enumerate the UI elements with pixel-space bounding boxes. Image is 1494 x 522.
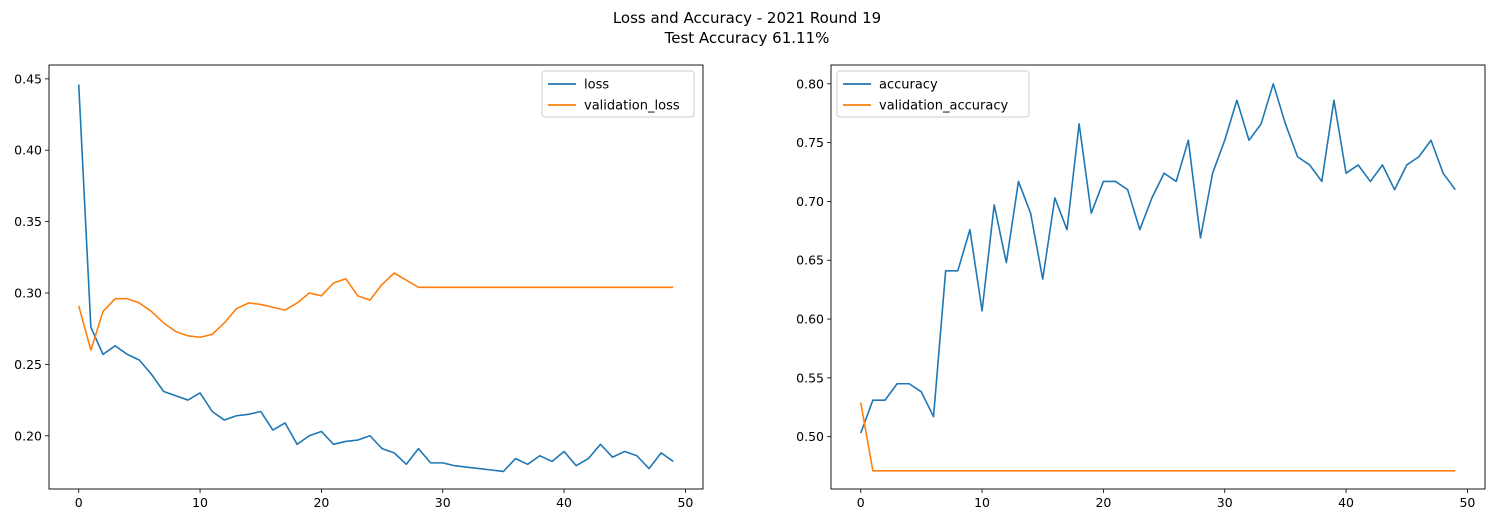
chart1-y-tick-label: 0.35 (14, 214, 42, 229)
chart1-axes-frame (48, 64, 704, 490)
chart2-y-tick-label: 0.80 (796, 76, 824, 91)
chart2-legend-label-accuracy: accuracy (879, 78, 938, 93)
chart2-x-tick-label: 10 (974, 495, 990, 510)
chart2-plot: 0.50 0.55 0.60 0.65 0.70 0.75 0.80 0 10 20 30 40 50 a… (796, 64, 1486, 510)
chart2-legend-box (836, 70, 1030, 118)
chart1-y-tick-label: 0.25 (14, 357, 42, 372)
chart2-legend: accuracy validation_accuracy (836, 70, 1030, 118)
chart1-plot: 0.20 0.25 0.30 0.35 0.40 0.45 0 10 20 30 40 50 loss v… (14, 64, 704, 510)
chart1-line-loss (77, 84, 674, 473)
figure-title: Loss and Accuracy - 2021 Round 19 Test A… (0, 8, 1494, 48)
chart2-x-tick-label: 30 (1217, 495, 1233, 510)
chart1-y-tick-label: 0.20 (14, 428, 42, 443)
chart2-x-tick-label: 0 (857, 495, 865, 510)
figure-title-line-2: Test Accuracy 61.11% (664, 29, 830, 47)
chart2-line-accuracy (859, 83, 1456, 434)
chart1-x-tick-label: 40 (556, 495, 572, 510)
chart2-y-tick-label: 0.50 (796, 429, 824, 444)
chart2-y-tick-label: 0.55 (796, 370, 824, 385)
chart2-line-validation-accuracy (859, 402, 1456, 472)
chart2-y-tick-label: 0.70 (796, 194, 824, 209)
chart2-y-tick-label: 0.65 (796, 253, 824, 268)
chart1-x-tick-label: 30 (435, 495, 451, 510)
chart1-y-tick-label: 0.40 (14, 143, 42, 158)
chart2-x-tick-label: 40 (1338, 495, 1354, 510)
chart1-line-validation-loss (77, 272, 674, 351)
chart1-x-tick-label: 0 (75, 495, 83, 510)
chart1-legend: loss validation_loss (541, 70, 695, 118)
chart2-y-tick-label: 0.60 (796, 312, 824, 327)
chart1-legend-label-loss: loss (584, 78, 609, 93)
chart1-legend-box (541, 70, 695, 118)
chart2-axes-frame (830, 64, 1486, 490)
figure-title-line-1: Loss and Accuracy - 2021 Round 19 (612, 9, 882, 27)
chart1-y-tick-label: 0.30 (14, 285, 42, 300)
chart2-y-tick-label: 0.75 (796, 135, 824, 150)
chart1-y-tick-label: 0.45 (14, 71, 42, 86)
chart1-x-tick-label: 20 (313, 495, 329, 510)
chart1-legend-label-validation-loss: validation_loss (584, 99, 680, 114)
chart2-x-tick-label: 20 (1095, 495, 1111, 510)
chart2-legend-label-validation-accuracy: validation_accuracy (879, 99, 1008, 114)
chart1-x-tick-label: 50 (677, 495, 693, 510)
chart2-x-tick-label: 50 (1459, 495, 1475, 510)
chart1-x-tick-label: 10 (192, 495, 208, 510)
